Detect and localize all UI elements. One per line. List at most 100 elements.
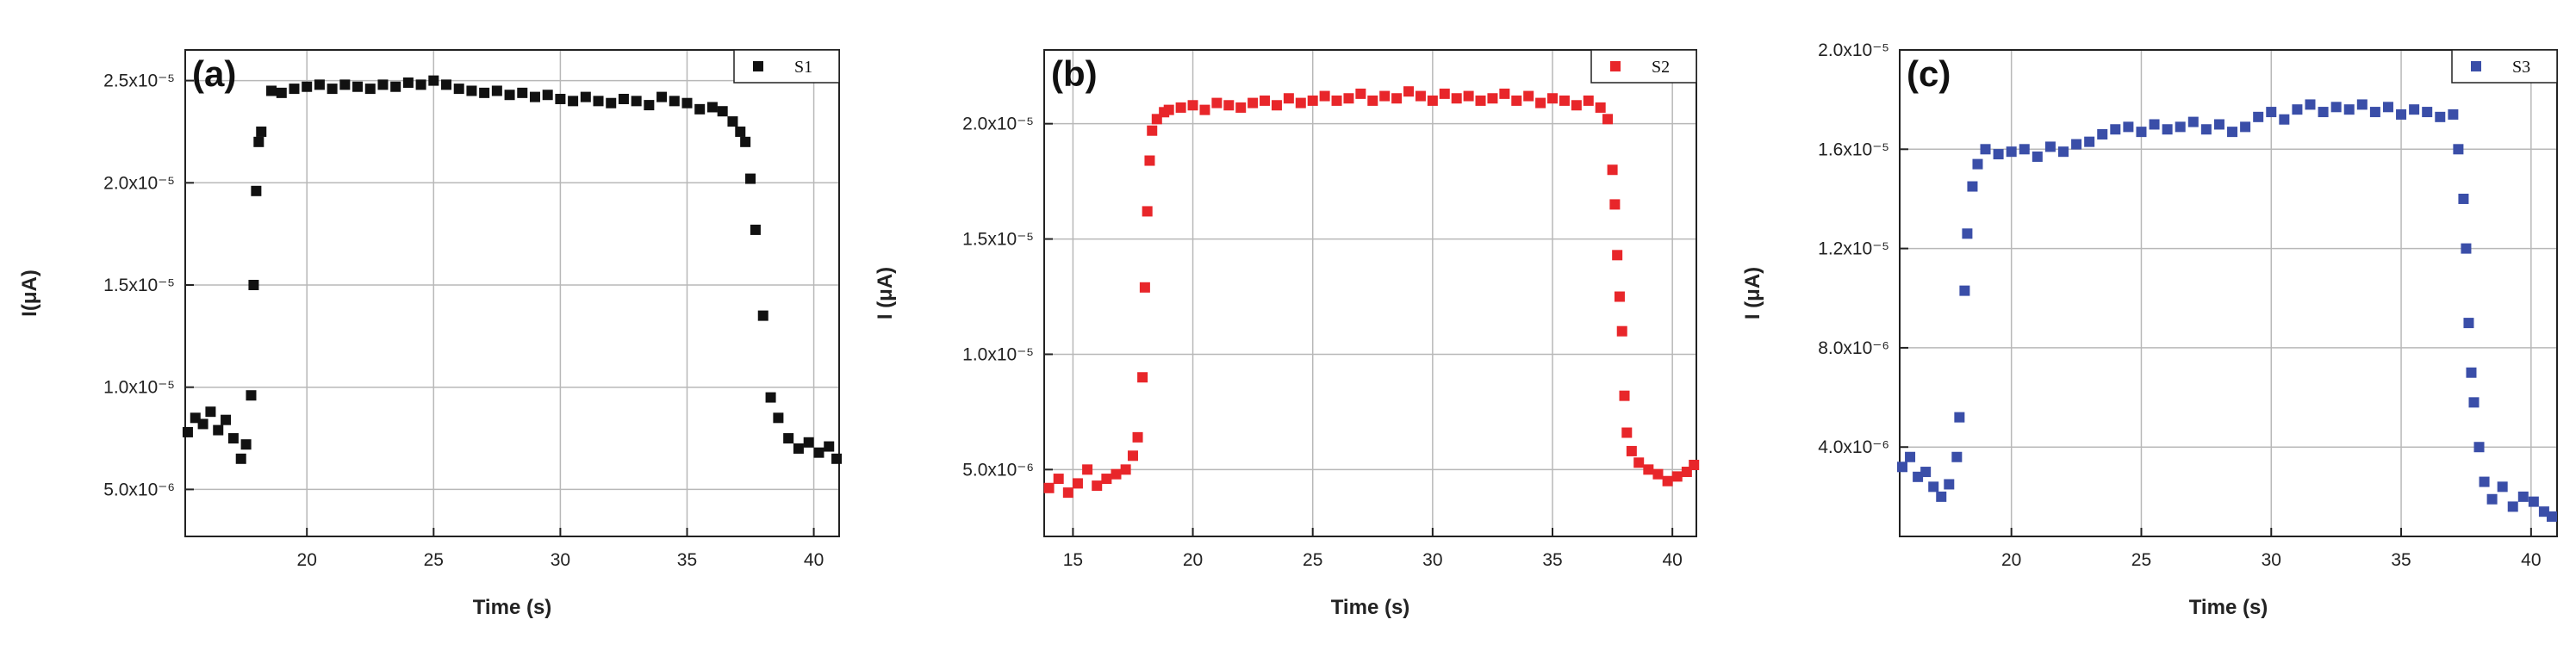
data-point: [1072, 478, 1083, 489]
data-point: [1652, 468, 1664, 480]
data-point: [1959, 285, 1970, 296]
data-point: [2162, 124, 2173, 135]
data-point: [2458, 193, 2469, 204]
data-point: [364, 84, 376, 95]
data-point: [1355, 88, 1366, 99]
data-point: [1607, 164, 1618, 176]
data-point: [2463, 318, 2474, 329]
y-tick-label: 8.0x10⁻⁶: [1818, 338, 1889, 358]
y-tick-label: 1.6x10⁻⁵: [1818, 139, 1889, 159]
data-point: [694, 103, 706, 115]
data-point: [2497, 481, 2508, 493]
panel: 5.0x10⁻⁶ 1.0x10⁻⁵ 1.5x10⁻⁵ 2.0x10⁻⁵ 2.5x10⁻⁵…: [18, 49, 843, 619]
data-point: [2175, 121, 2186, 133]
x-tick-label: 20: [1183, 550, 1203, 570]
data-point: [1043, 482, 1055, 493]
data-point: [1132, 431, 1143, 443]
data-point: [1609, 199, 1621, 210]
y-tick-label: 1.5x10⁻⁵: [962, 230, 1034, 250]
data-point: [2528, 496, 2539, 507]
data-point: [197, 418, 208, 430]
data-point: [2213, 119, 2224, 130]
y-tick-label: 4.0x10⁻⁶: [1818, 437, 1889, 457]
plot-area: [1044, 50, 1696, 536]
data-point: [1913, 471, 1924, 482]
data-point: [1120, 464, 1131, 475]
data-point: [402, 77, 414, 88]
x-tick-label: 40: [2521, 550, 2541, 570]
data-point: [1295, 97, 1306, 108]
data-point: [1137, 372, 1148, 383]
data-point: [606, 97, 617, 108]
data-point: [824, 441, 835, 452]
x-tick-label: 25: [1303, 550, 1322, 570]
data-point: [555, 93, 566, 104]
data-point: [1391, 93, 1403, 104]
data-point: [1139, 282, 1150, 293]
panel: 5.0x10⁻⁶ 1.0x10⁻⁵ 1.5x10⁻⁵ 2.0x10⁻⁵ 15 20 25 30…: [874, 49, 1700, 619]
data-point: [1235, 102, 1247, 113]
data-point: [1111, 468, 1122, 480]
data-point: [793, 443, 804, 454]
data-point: [213, 424, 224, 436]
data-point: [1062, 487, 1073, 499]
data-point: [2019, 144, 2030, 155]
data-point: [1260, 95, 1271, 106]
data-point: [517, 87, 528, 98]
panel-label: (c): [1907, 53, 1951, 94]
data-point: [1523, 90, 1534, 102]
data-point: [1547, 93, 1559, 104]
data-point: [339, 79, 351, 90]
data-point: [2110, 124, 2121, 135]
data-point: [1142, 206, 1153, 217]
data-point: [2356, 99, 2368, 110]
data-point: [1920, 467, 1932, 478]
data-point: [750, 224, 761, 235]
legend-label: S1: [794, 58, 812, 77]
data-point: [1936, 491, 1947, 502]
y-axis-title: I (μA): [874, 267, 897, 319]
data-point: [246, 390, 257, 401]
data-point: [2517, 491, 2529, 502]
data-point: [2486, 493, 2498, 505]
data-point: [773, 412, 784, 424]
data-point: [618, 93, 629, 104]
legend-label: S3: [2512, 58, 2530, 77]
data-point: [1463, 90, 1474, 102]
data-point: [2461, 243, 2472, 254]
data-point: [2044, 141, 2056, 152]
y-tick-label: 1.2x10⁻⁵: [1818, 239, 1889, 259]
x-tick-label: 20: [2001, 550, 2021, 570]
data-point: [1511, 95, 1522, 106]
data-point: [1571, 100, 1582, 111]
data-point: [266, 85, 277, 96]
data-point: [2084, 136, 2095, 147]
data-point: [1951, 451, 1963, 462]
panel-label: (b): [1051, 53, 1098, 94]
data-point: [1643, 464, 1654, 475]
data-point: [1053, 474, 1064, 485]
data-point: [735, 126, 746, 137]
data-point: [1127, 450, 1138, 462]
data-point: [504, 90, 515, 101]
data-point: [1271, 100, 1282, 111]
y-tick-label: 5.0x10⁻⁶: [962, 460, 1034, 480]
x-axis-title: Time (s): [473, 596, 552, 619]
data-point: [1689, 459, 1700, 470]
data-point: [1283, 93, 1294, 104]
data-point: [1602, 114, 1614, 125]
data-point: [1614, 291, 1625, 302]
legend-label: S2: [1652, 58, 1670, 77]
data-point: [1403, 86, 1415, 97]
data-point: [2305, 99, 2316, 110]
data-point: [2292, 104, 2303, 115]
data-point: [1944, 479, 1955, 490]
data-point: [1144, 155, 1155, 166]
data-point: [1379, 90, 1391, 102]
data-point: [1147, 125, 1158, 136]
data-point: [415, 79, 426, 90]
data-point: [631, 96, 642, 107]
data-point: [831, 453, 843, 464]
data-point: [377, 79, 389, 90]
legend-box: [1590, 49, 1697, 84]
